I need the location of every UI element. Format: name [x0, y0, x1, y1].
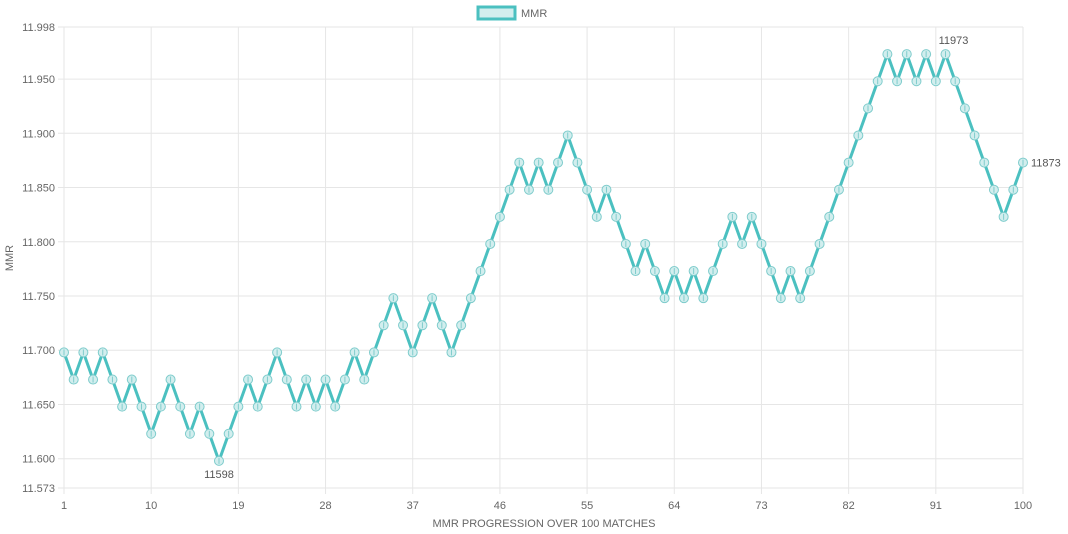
x-tick-label: 10: [145, 500, 157, 512]
x-tick-label: 37: [407, 500, 419, 512]
y-tick-label: 11.700: [22, 345, 55, 357]
x-tick-label: 46: [494, 500, 506, 512]
x-tick-label: 64: [668, 500, 680, 512]
axis-layer: 11.573 11.600 11.650 11.700 11.750 11.800 11.8…: [22, 22, 1032, 512]
y-tick-label: 11.573: [22, 483, 55, 495]
data-label: 11973: [939, 35, 969, 47]
x-axis-title: MMR PROGRESSION OVER 100 MATCHES: [433, 518, 656, 530]
x-tick-label: 91: [930, 500, 942, 512]
point-layer: [59, 49, 1028, 466]
legend-swatch[interactable]: [476, 5, 517, 21]
data-label: 11873: [1031, 158, 1061, 170]
y-tick-label: 11.600: [22, 454, 55, 466]
y-tick-label: 11.750: [22, 291, 55, 303]
y-tick-label: 11.998: [22, 22, 55, 34]
x-tick-label: 55: [581, 500, 593, 512]
y-tick-label: 11.800: [22, 237, 55, 249]
y-tick-label: 11.650: [22, 399, 55, 411]
x-tick-label: 100: [1014, 500, 1032, 512]
x-tick-label: 73: [755, 500, 767, 512]
label-layer: 11598 11973 11873: [204, 35, 1061, 481]
grid-layer: [58, 26, 1024, 494]
legend-label[interactable]: MMR: [521, 8, 547, 20]
line-layer: [62, 49, 1025, 466]
y-axis-title: MMR: [4, 245, 16, 271]
x-tick-label: 28: [319, 500, 331, 512]
mmr-series-line: [62, 49, 1025, 466]
x-tick-label: 19: [232, 500, 244, 512]
y-tick-label: 11.900: [22, 128, 55, 140]
y-tick-label: 11.850: [22, 183, 55, 195]
x-tick-label: 82: [843, 500, 855, 512]
legend[interactable]: MMR: [476, 5, 547, 21]
y-tick-label: 11.950: [22, 74, 55, 86]
data-label: 11598: [204, 469, 234, 481]
x-tick-label: 1: [61, 500, 67, 512]
